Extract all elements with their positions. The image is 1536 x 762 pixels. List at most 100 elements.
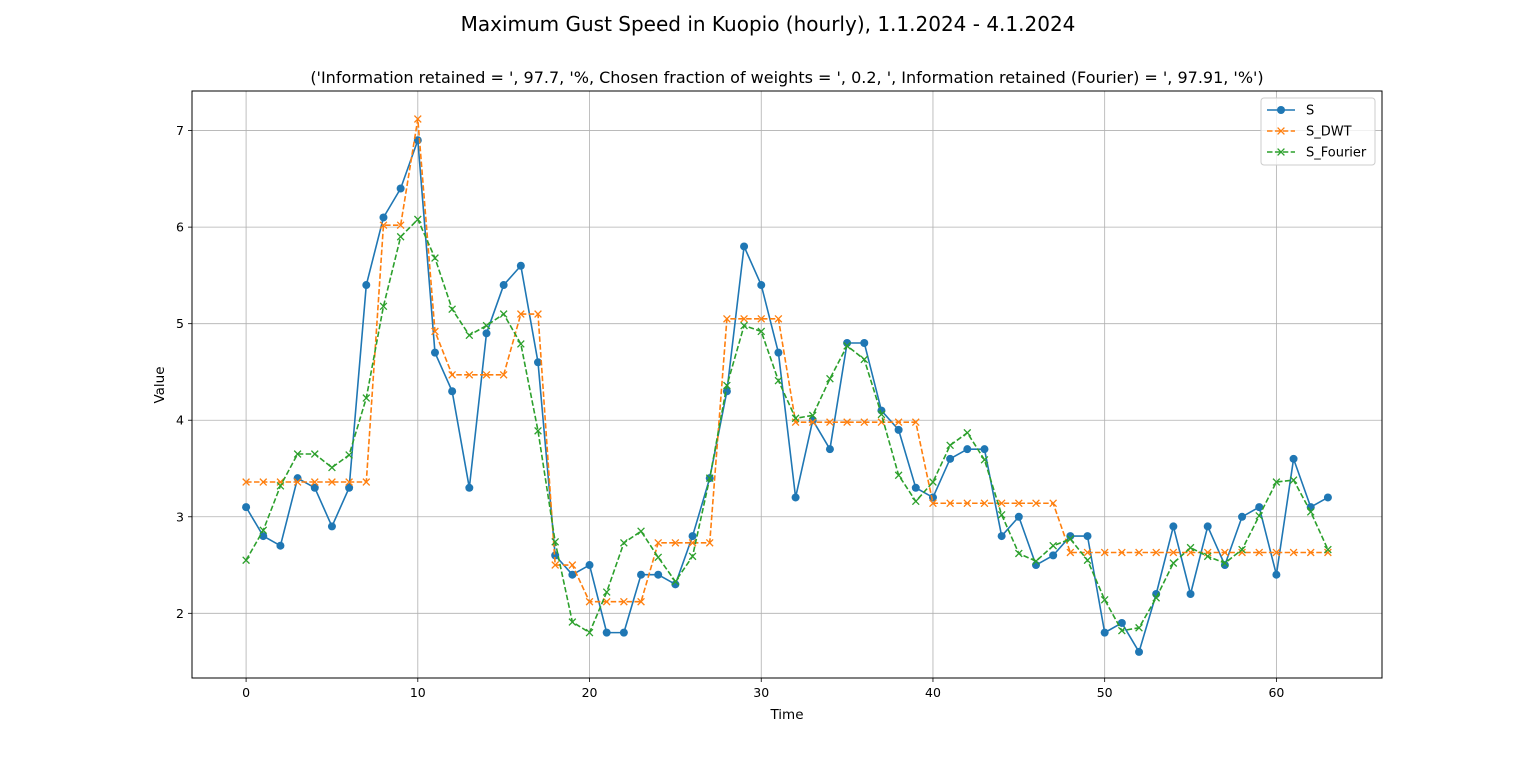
- data-point-s: [276, 541, 285, 550]
- data-point-s-fourier: [740, 321, 748, 330]
- data-point-s-fourier: [448, 305, 457, 314]
- y-axis-label: Value: [152, 366, 168, 403]
- data-point-s-fourier: [551, 538, 560, 546]
- data-point-s-dwt: [293, 478, 302, 486]
- data-point-s-fourier: [1289, 476, 1298, 484]
- data-point-s-dwt: [534, 310, 542, 318]
- data-point-s: [482, 329, 491, 338]
- data-point-s-dwt: [705, 538, 714, 547]
- data-point-s-dwt: [929, 499, 937, 508]
- data-point-s: [345, 483, 354, 492]
- data-point-s-dwt: [465, 370, 474, 379]
- data-point-s-dwt: [1255, 548, 1264, 557]
- data-point-s-dwt: [448, 370, 457, 379]
- data-point-s: [757, 281, 766, 290]
- data-point-s: [860, 338, 869, 347]
- data-point-s: [293, 474, 302, 483]
- data-point-s-dwt: [1032, 499, 1040, 508]
- data-point-s: [568, 570, 577, 579]
- data-point-s-dwt: [1289, 548, 1298, 557]
- data-point-s-dwt: [516, 310, 525, 318]
- data-point-s-fourier: [276, 482, 285, 490]
- data-point-s-dwt: [431, 327, 439, 336]
- data-point-s: [430, 348, 439, 357]
- data-point-s-fourier: [1272, 478, 1281, 486]
- data-point-s: [602, 628, 611, 637]
- data-point-s: [825, 445, 834, 454]
- data-point-s-dwt: [637, 597, 645, 606]
- data-point-s-fourier: [705, 474, 714, 483]
- data-point-s-dwt: [1014, 499, 1023, 508]
- series-layer: [242, 115, 1332, 656]
- data-point-s: [379, 213, 388, 222]
- data-point-s: [980, 445, 989, 454]
- y-tick-label: 6: [176, 220, 184, 235]
- legend-label-s: S: [1306, 104, 1314, 119]
- data-point-s: [946, 454, 955, 463]
- data-point-s-dwt: [328, 478, 336, 486]
- legend-marker-s: [1277, 106, 1285, 114]
- data-point-s-fourier: [499, 310, 508, 318]
- data-point-s-fourier: [534, 426, 542, 435]
- data-point-s: [1117, 618, 1126, 627]
- data-point-s-fourier: [723, 381, 731, 390]
- data-point-s-dwt: [362, 478, 371, 486]
- data-point-s: [1031, 561, 1040, 570]
- legend: S S_DWT S_Fourier: [1260, 97, 1376, 166]
- data-point-s-dwt: [413, 115, 422, 123]
- data-point-s-fourier: [602, 588, 611, 596]
- x-tick-label: 60: [1268, 685, 1284, 700]
- data-point-s-fourier: [637, 527, 645, 536]
- data-point-s: [740, 242, 749, 251]
- data-point-s-fourier: [413, 215, 422, 224]
- data-point-s-fourier: [1014, 549, 1023, 558]
- data-point-s-fourier: [1324, 545, 1332, 554]
- legend-marker-s-dwt: [1277, 127, 1285, 135]
- legend-label-s-fourier: S_Fourier: [1306, 146, 1367, 161]
- data-point-s-fourier: [1100, 595, 1109, 604]
- data-point-s-fourier: [1203, 552, 1212, 561]
- data-point-s-dwt: [723, 314, 731, 323]
- data-point-s: [1083, 532, 1092, 541]
- data-point-s-dwt: [894, 418, 903, 427]
- data-point-s-dwt: [482, 370, 491, 379]
- data-point-s-dwt: [860, 418, 869, 427]
- data-point-s: [242, 503, 251, 512]
- legend-marker-s-fourier: [1277, 148, 1285, 156]
- data-point-s-dwt: [688, 538, 697, 547]
- data-point-s-fourier: [826, 374, 834, 383]
- data-point-s-fourier: [362, 394, 371, 402]
- legend-label-s-dwt: S_DWT: [1306, 125, 1352, 140]
- data-point-s-fourier: [259, 526, 268, 535]
- data-point-s-fourier: [1169, 559, 1178, 567]
- data-point-s: [465, 483, 474, 492]
- data-point-s-fourier: [516, 340, 525, 348]
- data-point-s-fourier: [345, 451, 353, 459]
- data-point-s-fourier: [1032, 557, 1040, 566]
- data-point-s: [1135, 647, 1144, 656]
- y-tick-label: 3: [176, 509, 184, 524]
- data-point-s-fourier: [808, 411, 817, 420]
- data-point-s-dwt: [671, 538, 680, 547]
- data-point-s-fourier: [1186, 543, 1195, 552]
- data-point-s-dwt: [345, 478, 353, 486]
- y-tick-label: 2: [176, 606, 184, 621]
- data-point-s-fourier: [997, 510, 1006, 519]
- data-point-s-dwt: [1100, 548, 1109, 557]
- data-point-s-dwt: [980, 499, 989, 508]
- data-point-s-fourier: [620, 538, 628, 547]
- x-tick-label: 30: [753, 685, 769, 700]
- series-s: [242, 136, 1332, 656]
- data-point-s-fourier: [980, 455, 989, 464]
- legend-frame: [1260, 97, 1376, 166]
- data-point-s: [774, 348, 783, 357]
- data-point-s-fourier: [671, 577, 680, 586]
- data-point-s-fourier: [1135, 623, 1143, 632]
- series-s-fourier: [242, 215, 1332, 637]
- plot-frame: [191, 90, 1383, 679]
- x-tick-label: 0: [242, 685, 250, 700]
- y-tick-label: 5: [176, 316, 184, 331]
- data-point-s-fourier: [379, 302, 388, 311]
- data-point-s: [619, 628, 628, 637]
